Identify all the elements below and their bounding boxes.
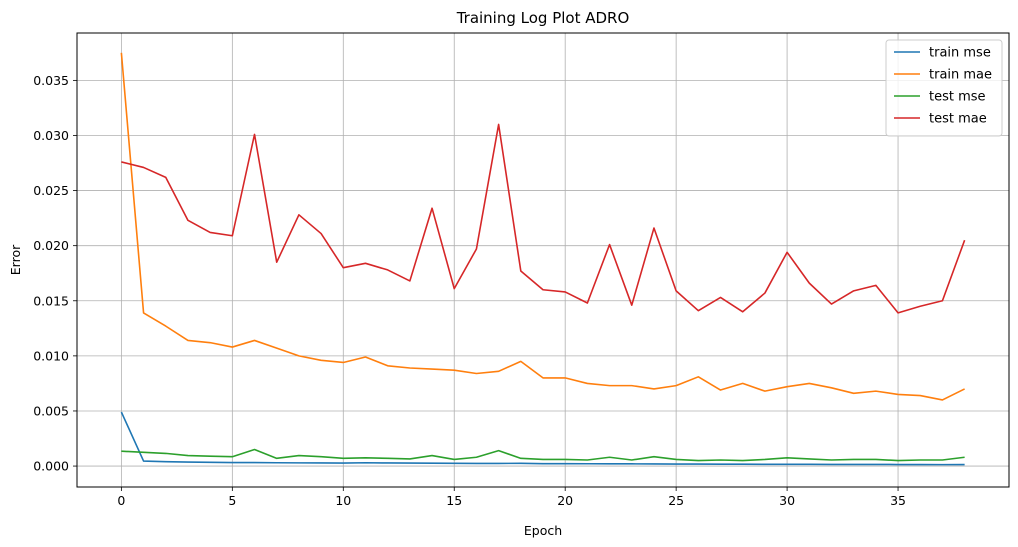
x-tick-label: 35 (890, 493, 906, 508)
legend-label-test-mse: test mse (929, 90, 986, 105)
series-lines (120, 52, 966, 466)
y-tick-label: 0.000 (33, 459, 69, 474)
y-tick-label: 0.035 (33, 73, 69, 88)
legend-label-test-mae: test mae (929, 112, 987, 127)
x-tick-label: 5 (228, 493, 236, 508)
legend-label-train-mae: train mae (929, 68, 992, 83)
test-mae-line (121, 123, 966, 314)
y-tick-label: 0.010 (33, 348, 69, 363)
plot-area: 0 5 10 15 20 25 30 35 0.000 0.005 0.010 0.015 0.020… (33, 32, 1010, 508)
y-tick-label: 0.025 (33, 183, 69, 198)
train-mse-line (120, 411, 965, 466)
x-tick-label: 20 (557, 493, 573, 508)
train-mae-line (120, 52, 965, 401)
plot-frame (76, 32, 1010, 488)
y-tick-label: 0.030 (33, 128, 69, 143)
x-axis: 0 5 10 15 20 25 30 35 (117, 487, 906, 508)
y-tick-label: 0.005 (33, 403, 69, 418)
x-tick-label: 30 (779, 493, 795, 508)
chart-title: Training Log Plot ADRO (456, 9, 630, 27)
legend-label-train-mse: train mse (929, 46, 991, 61)
x-tick-label: 25 (668, 493, 684, 508)
test-mse-line (121, 448, 965, 462)
plot-background (77, 33, 1009, 487)
x-axis-title: Epoch (524, 523, 562, 538)
y-tick-label: 0.015 (33, 293, 69, 308)
legend: train mse train mae test mse test mae (885, 39, 1003, 137)
y-axis-title: Error (8, 244, 23, 275)
x-tick-label: 0 (117, 493, 125, 508)
y-axis: 0.000 0.005 0.010 0.015 0.020 0.025 0.030 0.035 (33, 73, 77, 474)
x-tick-label: 10 (335, 493, 351, 508)
x-tick-label: 15 (446, 493, 462, 508)
y-tick-label: 0.020 (33, 238, 69, 253)
legend-box (885, 39, 1003, 137)
